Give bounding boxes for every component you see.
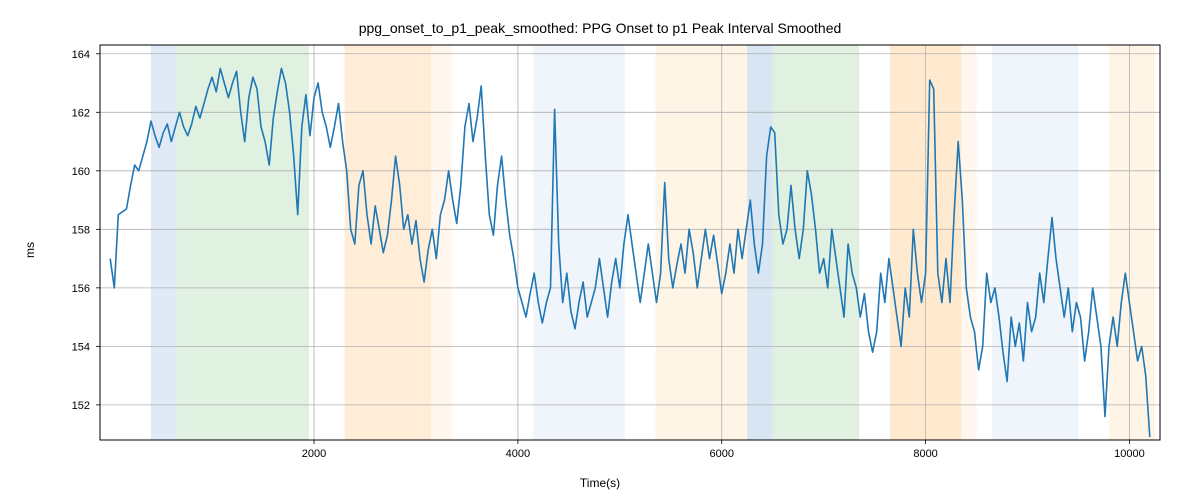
svg-text:2000: 2000 (302, 448, 326, 460)
svg-text:162: 162 (72, 107, 90, 119)
chart-title: ppg_onset_to_p1_peak_smoothed: PPG Onset… (0, 20, 1200, 36)
plot-area: 200040006000800010000 152154156158160162… (100, 45, 1160, 440)
svg-text:164: 164 (72, 49, 90, 61)
x-axis-label: Time(s) (0, 476, 1200, 490)
y-axis-label: ms (23, 242, 37, 258)
plot-svg: 200040006000800010000 152154156158160162… (100, 45, 1160, 470)
x-ticks: 2000 4000 6000 8000 10000 (302, 440, 1145, 460)
svg-text:160: 160 (72, 166, 90, 178)
y-ticks: 152 154 156 158 160 162 164 (72, 49, 100, 412)
chart-container: ppg_onset_to_p1_peak_smoothed: PPG Onset… (0, 0, 1200, 500)
shaded-bands (151, 45, 1155, 440)
svg-text:158: 158 (72, 224, 90, 236)
svg-text:4000: 4000 (506, 448, 530, 460)
svg-text:154: 154 (72, 341, 90, 353)
svg-text:156: 156 (72, 283, 90, 295)
svg-text:8000: 8000 (913, 448, 937, 460)
svg-text:6000: 6000 (709, 448, 733, 460)
svg-text:152: 152 (72, 400, 90, 412)
svg-text:10000: 10000 (1114, 448, 1145, 460)
